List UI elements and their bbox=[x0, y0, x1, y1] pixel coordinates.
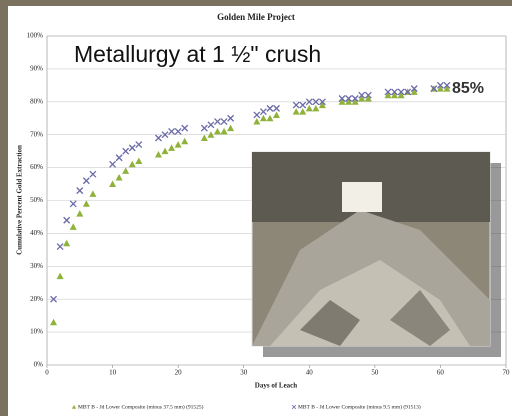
y-tick-label: 30% bbox=[30, 262, 43, 270]
x-tick-label: 40 bbox=[306, 369, 314, 377]
chart-title: Golden Mile Project bbox=[217, 12, 295, 22]
chart: Golden Mile Project Metallurgy at 1 ½" c… bbox=[0, 0, 512, 416]
legend-label: MBT B - Jd Lower Composite (minus 9.5 mm… bbox=[298, 403, 421, 410]
y-tick-label: 20% bbox=[30, 295, 43, 303]
y-tick-label: 100% bbox=[27, 32, 44, 40]
x-tick-label: 10 bbox=[109, 369, 117, 377]
x-tick-label: 20 bbox=[175, 369, 183, 377]
y-tick-label: 80% bbox=[30, 97, 43, 105]
y-tick-label: 90% bbox=[30, 65, 43, 73]
x-tick-label: 50 bbox=[371, 369, 379, 377]
x-tick-label: 60 bbox=[437, 369, 445, 377]
photo bbox=[252, 152, 501, 357]
y-tick-label: 60% bbox=[30, 163, 43, 171]
y-tick-label: 40% bbox=[30, 229, 43, 237]
y-tick-label: 70% bbox=[30, 130, 43, 138]
y-tick-label: 50% bbox=[30, 196, 43, 204]
annotation: 85% bbox=[452, 80, 484, 97]
x-axis-label: Days of Leach bbox=[255, 382, 297, 390]
y-tick-label: 0% bbox=[34, 361, 44, 369]
overlay-title: Metallurgy at 1 ½" crush bbox=[74, 41, 321, 67]
page: Golden Mile Project Metallurgy at 1 ½" c… bbox=[0, 0, 512, 416]
y-tick-label: 10% bbox=[30, 328, 43, 336]
x-tick-label: 70 bbox=[503, 369, 511, 377]
x-tick-label: 30 bbox=[240, 369, 248, 377]
legend-label: MBT B - Jd Lower Composite (minus 37.5 m… bbox=[78, 403, 204, 410]
x-tick-label: 0 bbox=[45, 369, 49, 377]
y-axis-label: Cumulative Percent Gold Extraction bbox=[16, 145, 24, 255]
